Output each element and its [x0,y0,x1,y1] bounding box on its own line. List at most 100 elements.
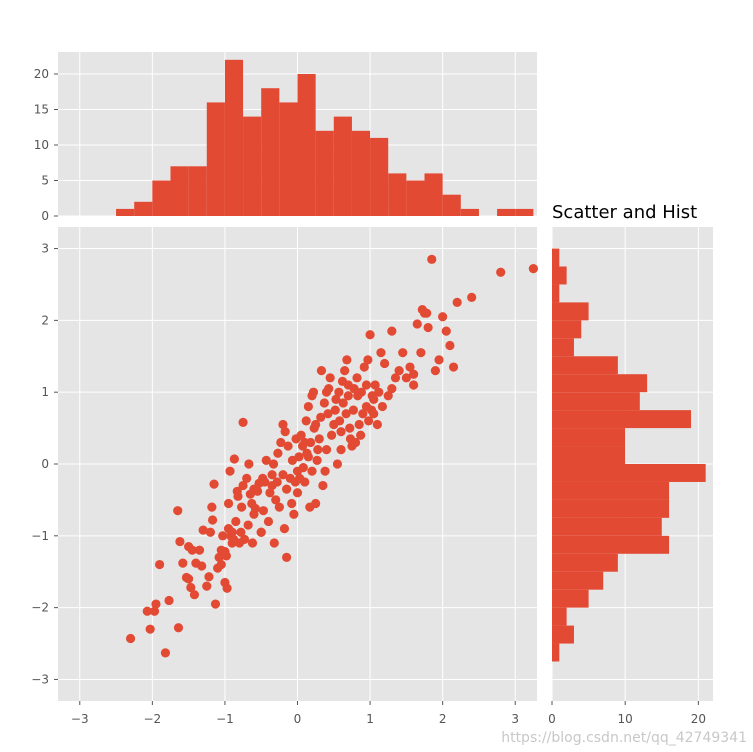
scatter-point [282,552,292,562]
scatter-point [194,545,205,555]
scatter-point [269,538,279,548]
scatter-point [151,599,161,609]
top-histogram-bar [243,116,262,216]
scatter-point [287,498,297,509]
scatter-point [216,545,226,555]
scatter-point [409,369,419,379]
scatter-point [289,509,299,519]
scatter-point [225,466,235,476]
scatter-point [173,506,183,516]
scatter-point [242,473,252,483]
scatter-point [438,312,448,322]
scatter-point [427,254,437,264]
right-histogram-bar [552,499,670,518]
scatter-point [365,330,375,340]
scatter-point [205,527,216,537]
scatter-point [207,502,217,512]
scatter-point [283,441,293,451]
scatter-point [398,348,408,358]
scatter-point [278,470,288,480]
scatter-point [354,419,364,430]
scatter-point [343,380,353,390]
right-histogram-bar [552,320,582,339]
scatter-point [356,430,366,440]
scatter-point [249,509,259,519]
scatter-point [390,373,401,383]
scatter-point [260,477,270,487]
top-histogram-bar [116,208,135,216]
scatter-point [263,516,274,527]
right-histogram-bar [552,302,589,321]
scatter-point [312,455,322,466]
scatter-point [319,398,329,408]
scatter-point [376,348,386,358]
scatter-point [271,495,281,505]
scatter-point [364,416,374,426]
right-histogram-panel: 0 10 20 [548,227,713,726]
scatter-point [348,405,358,415]
scatter-point [321,387,332,397]
scatter-point [342,355,352,365]
scatter-point [345,423,355,433]
scatter-point [216,559,226,570]
scatter-point [210,599,221,609]
right-histogram-bar [552,410,692,429]
scatter-x-tick-label: 2 [439,712,447,726]
scatter-point [320,466,330,476]
top-histogram-bar [152,180,171,216]
top-histogram-bar [351,130,371,216]
scatter-point [272,477,282,487]
right-histogram-bar [552,607,567,626]
scatter-point [238,417,248,427]
scatter-point [336,427,346,437]
scatter-point [294,452,304,462]
top-histogram-y-tick-label: 10 [34,138,49,152]
scatter-x-tick-label: 1 [366,712,374,726]
scatter-point [239,534,250,545]
scatter-point [383,391,393,401]
scatter-point [412,319,422,329]
scatter-y-tick-label: 3 [41,242,49,256]
scatter-y-tick-label: 1 [41,385,49,399]
scatter-point [198,525,208,535]
scatter-point [280,427,290,437]
scatter-point [189,590,200,600]
scatter-point [340,366,350,376]
scatter-point [222,583,232,593]
scatter-point [338,398,348,408]
scatter-point [237,502,247,512]
scatter-point [258,506,268,516]
scatter-point [358,409,368,419]
scatter-point [321,445,332,455]
top-histogram-bar [388,173,407,216]
scatter-x-tick-label: 0 [294,712,302,726]
scatter-point [175,536,185,547]
top-histogram-y-tick-label: 5 [41,174,49,188]
scatter-point [334,387,344,397]
scatter-point [336,445,346,455]
right-histogram-x-tick-label: 10 [618,712,633,726]
scatter-point [387,383,397,394]
scatter-point [149,606,160,616]
scatter-point [244,459,254,469]
scatter-point [218,531,228,541]
scatter-point [325,373,335,383]
scatter-point [243,520,253,530]
scatter-point [423,322,433,333]
scatter-point [303,452,313,462]
scatter-point [313,445,323,455]
scatter-point [301,416,311,426]
scatter-point [274,502,284,512]
top-histogram-bar [206,102,225,216]
scatter-point [278,419,288,430]
scatter-point [361,380,372,390]
right-histogram-bar [552,553,618,572]
top-histogram-bar [442,194,461,216]
scatter-point [202,581,212,591]
top-histogram-bar [406,180,425,216]
scatter-point [379,358,390,369]
right-histogram-bar [552,248,560,267]
right-histogram-bar [552,392,640,411]
scatter-point [316,412,326,422]
